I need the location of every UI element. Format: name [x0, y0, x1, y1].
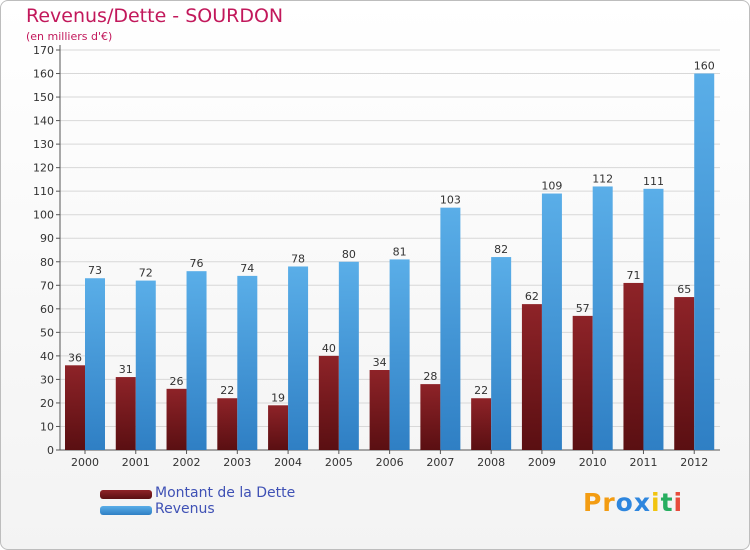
- y-tick-label: 100: [33, 209, 54, 222]
- data-label: 109: [541, 180, 562, 193]
- bar-dette: [268, 405, 289, 450]
- x-tick-label: 2001: [122, 456, 150, 469]
- y-tick-label: 170: [33, 44, 54, 57]
- y-tick-label: 150: [33, 91, 54, 104]
- bar-revenus: [338, 261, 359, 450]
- data-label: 71: [626, 269, 640, 282]
- data-label: 81: [393, 245, 407, 258]
- x-tick-label: 2009: [528, 456, 556, 469]
- data-label: 76: [190, 257, 204, 270]
- y-tick-label: 40: [40, 350, 54, 363]
- data-label: 22: [220, 384, 234, 397]
- bar-dette: [420, 384, 441, 450]
- y-tick-label: 60: [40, 303, 54, 316]
- chart-subtitle: (en milliers d'€): [26, 30, 113, 43]
- data-label: 34: [373, 356, 387, 369]
- logo-letter: P: [583, 488, 603, 517]
- data-label: 72: [139, 267, 153, 280]
- x-tick-label: 2011: [629, 456, 657, 469]
- x-tick-label: 2005: [325, 456, 353, 469]
- data-label: 80: [342, 248, 356, 261]
- data-label: 31: [119, 363, 133, 376]
- bar-revenus: [541, 193, 562, 450]
- legend-swatch-debt: [100, 490, 152, 499]
- bar-revenus: [389, 259, 410, 450]
- x-tick-label: 2006: [376, 456, 404, 469]
- x-tick-label: 2007: [426, 456, 454, 469]
- data-label: 103: [440, 194, 461, 207]
- data-label: 74: [240, 262, 254, 275]
- data-label: 62: [525, 290, 539, 303]
- logo-letter: o: [615, 488, 634, 517]
- data-label: 19: [271, 391, 285, 404]
- legend-label-revenus: Revenus: [155, 501, 215, 517]
- data-label: 73: [88, 264, 102, 277]
- bar-revenus: [643, 188, 664, 450]
- y-tick-label: 50: [40, 326, 54, 339]
- data-label: 22: [474, 384, 488, 397]
- bar-revenus: [135, 280, 156, 450]
- bar-revenus: [186, 271, 207, 450]
- logo-letter: i: [673, 488, 684, 517]
- legend-swatch-revenus: [100, 506, 152, 515]
- bar-dette: [674, 297, 695, 450]
- bar-dette: [65, 365, 85, 450]
- y-tick-label: 20: [40, 397, 54, 410]
- chart-title: Revenus/Dette - SOURDON: [26, 5, 284, 27]
- data-label: 111: [643, 175, 664, 188]
- y-tick-label: 80: [40, 256, 54, 269]
- logo-letter: i: [651, 488, 661, 517]
- bar-dette: [217, 398, 238, 450]
- x-tick-label: 2010: [579, 456, 607, 469]
- data-label: 40: [322, 342, 336, 355]
- x-tick-label: 2008: [477, 456, 505, 469]
- data-label: 112: [592, 172, 613, 185]
- bar-revenus: [694, 73, 715, 450]
- bar-dette: [521, 304, 542, 450]
- y-tick-label: 90: [40, 232, 54, 245]
- data-label: 78: [291, 252, 305, 265]
- y-tick-label: 160: [33, 68, 54, 81]
- data-label: 36: [68, 351, 82, 364]
- x-tick-label: 2004: [274, 456, 302, 469]
- logo-letter: x: [633, 488, 651, 517]
- y-tick-label: 140: [33, 115, 54, 128]
- data-label: 26: [170, 375, 184, 388]
- logo-letter: r: [602, 488, 616, 517]
- bar-revenus: [288, 266, 309, 450]
- bar-revenus: [237, 275, 258, 450]
- data-label: 28: [423, 370, 437, 383]
- x-tick-label: 2003: [223, 456, 251, 469]
- bar-revenus: [440, 207, 461, 450]
- logo-letter: t: [660, 488, 674, 517]
- legend-label-debt: Montant de la Dette: [155, 485, 296, 501]
- bar-dette: [623, 282, 644, 450]
- bar-revenus: [491, 257, 512, 450]
- y-tick-label: 0: [47, 444, 54, 457]
- data-label: 65: [677, 283, 691, 296]
- bar-dette: [115, 377, 136, 450]
- bar-dette: [318, 355, 339, 450]
- bar-dette: [572, 315, 593, 450]
- data-label: 82: [494, 243, 508, 256]
- bar-dette: [471, 398, 492, 450]
- y-tick-label: 110: [33, 185, 54, 198]
- proxiti-logo: Proxiti: [583, 488, 683, 517]
- bar-revenus: [85, 278, 105, 450]
- x-tick-label: 2002: [173, 456, 201, 469]
- bar-revenus: [592, 186, 613, 450]
- y-tick-label: 10: [40, 420, 54, 433]
- data-label: 57: [576, 302, 590, 315]
- bar-dette: [369, 370, 390, 450]
- y-tick-label: 70: [40, 279, 54, 292]
- data-label: 160: [694, 60, 715, 73]
- bar-dette: [166, 388, 187, 450]
- x-tick-label: 2000: [71, 456, 99, 469]
- y-tick-label: 130: [33, 138, 54, 151]
- y-tick-label: 120: [33, 162, 54, 175]
- x-tick-label: 2012: [680, 456, 708, 469]
- y-tick-label: 30: [40, 373, 54, 386]
